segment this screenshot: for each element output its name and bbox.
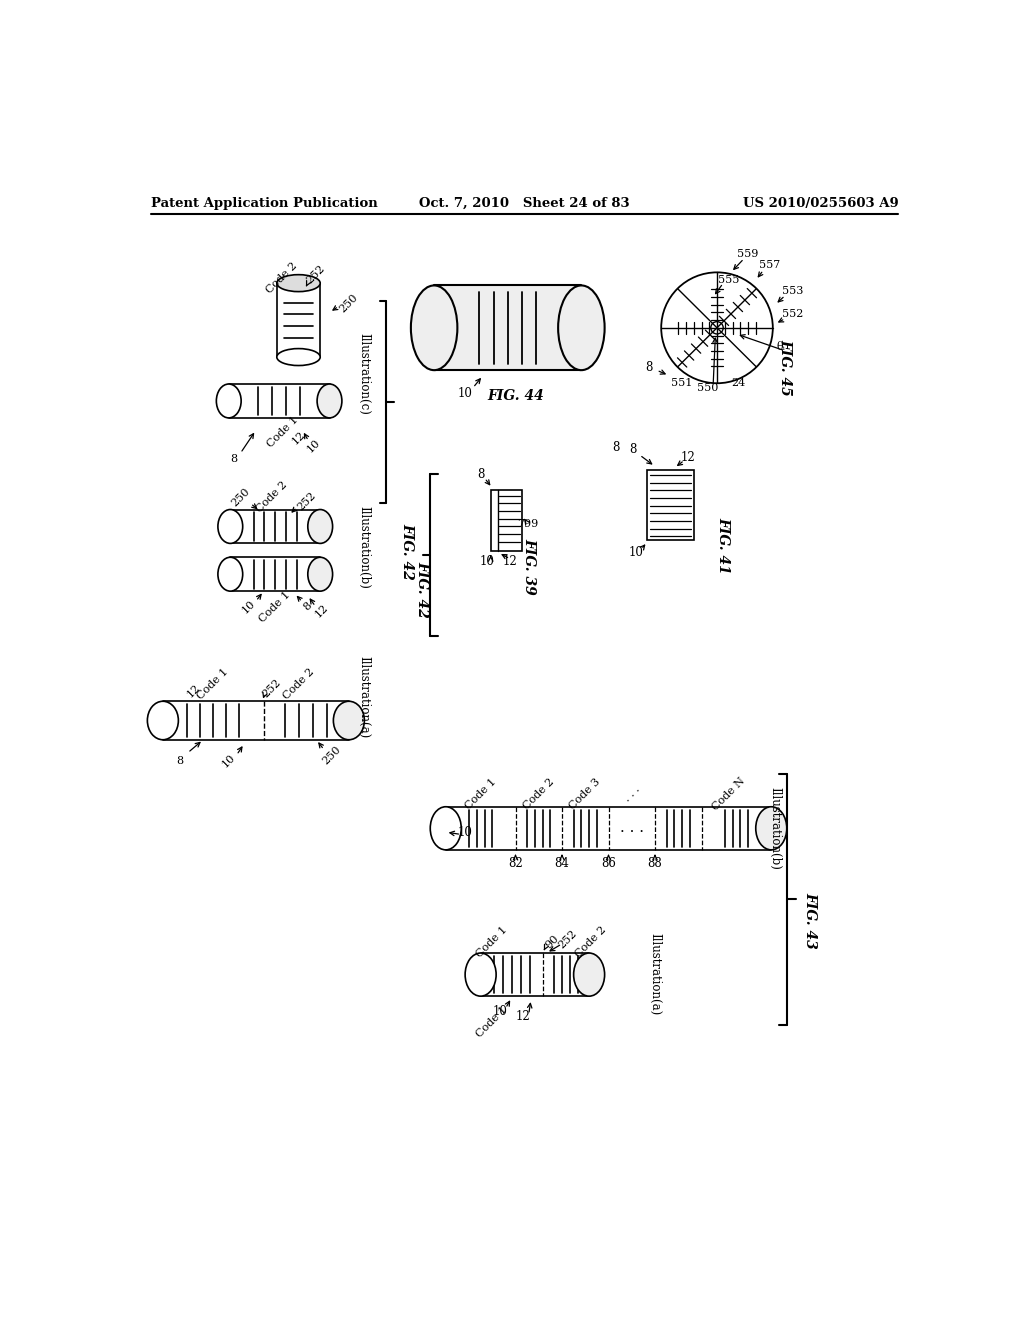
Text: Illustration(a): Illustration(a) xyxy=(648,933,662,1015)
Text: 84: 84 xyxy=(555,857,569,870)
Text: 250: 250 xyxy=(321,744,343,766)
Text: 12: 12 xyxy=(313,603,331,619)
Bar xyxy=(228,384,330,418)
Text: 10: 10 xyxy=(240,598,257,615)
Text: FIG. 45: FIG. 45 xyxy=(778,339,793,396)
Text: Code 3: Code 3 xyxy=(568,776,603,810)
Ellipse shape xyxy=(317,384,342,418)
Text: US 2010/0255603 A9: US 2010/0255603 A9 xyxy=(742,197,898,210)
Text: 82: 82 xyxy=(508,857,523,870)
Text: Illustration(c): Illustration(c) xyxy=(357,333,371,414)
Bar xyxy=(647,470,693,540)
Text: 12: 12 xyxy=(185,682,203,700)
Text: 10: 10 xyxy=(458,825,472,838)
Ellipse shape xyxy=(147,701,178,739)
Text: 10: 10 xyxy=(220,752,238,770)
Text: 550: 550 xyxy=(697,383,719,393)
Text: Code 1: Code 1 xyxy=(265,414,300,449)
Text: 555: 555 xyxy=(718,275,739,285)
Ellipse shape xyxy=(218,557,243,591)
Ellipse shape xyxy=(558,285,604,370)
Text: 10: 10 xyxy=(628,546,643,560)
Text: Code 1: Code 1 xyxy=(475,1005,510,1040)
Text: . . .: . . . xyxy=(620,821,644,836)
Text: 24: 24 xyxy=(731,379,745,388)
Text: Code 1: Code 1 xyxy=(196,667,230,701)
Ellipse shape xyxy=(334,701,365,739)
Text: . . .: . . . xyxy=(622,784,641,804)
Text: Code 2: Code 2 xyxy=(281,667,316,701)
Text: 8: 8 xyxy=(478,467,485,480)
Text: Illustration(b): Illustration(b) xyxy=(357,506,371,589)
Text: 8: 8 xyxy=(230,454,238,463)
Text: 252: 252 xyxy=(295,491,317,513)
Text: 252: 252 xyxy=(260,677,283,700)
Ellipse shape xyxy=(308,557,333,591)
Text: 12: 12 xyxy=(516,1010,530,1023)
Text: 551: 551 xyxy=(672,379,693,388)
Text: 250: 250 xyxy=(229,486,252,508)
Text: FIG. 43: FIG. 43 xyxy=(803,892,817,949)
Text: 557: 557 xyxy=(759,260,780,269)
Text: 552: 552 xyxy=(782,309,804,319)
Bar xyxy=(445,807,771,850)
Text: Code 2: Code 2 xyxy=(521,776,556,810)
Text: Code 2: Code 2 xyxy=(254,479,289,515)
Text: θᵢ: θᵢ xyxy=(776,342,785,352)
Text: 8: 8 xyxy=(176,755,183,766)
Text: 252: 252 xyxy=(304,263,327,285)
Text: Code 1: Code 1 xyxy=(475,925,510,960)
Text: 8: 8 xyxy=(302,601,313,612)
Ellipse shape xyxy=(218,510,243,544)
Ellipse shape xyxy=(276,348,321,366)
Text: 10: 10 xyxy=(493,1005,508,1018)
Text: Illustration(a): Illustration(a) xyxy=(357,656,371,738)
Bar xyxy=(490,490,521,552)
Ellipse shape xyxy=(756,807,786,850)
Bar xyxy=(230,510,321,544)
Text: Code 1: Code 1 xyxy=(463,776,498,810)
Text: Code 1: Code 1 xyxy=(258,589,293,624)
Text: Oct. 7, 2010   Sheet 24 of 83: Oct. 7, 2010 Sheet 24 of 83 xyxy=(420,197,630,210)
Text: 12: 12 xyxy=(503,556,517,569)
Text: Code 2: Code 2 xyxy=(264,260,299,296)
Text: 10: 10 xyxy=(479,556,495,569)
Text: FIG. 39: FIG. 39 xyxy=(522,539,537,595)
Ellipse shape xyxy=(308,510,333,544)
Text: 799: 799 xyxy=(517,519,539,529)
Bar xyxy=(230,557,321,591)
Text: Code N: Code N xyxy=(711,775,746,812)
Bar xyxy=(163,701,349,739)
Text: 250: 250 xyxy=(338,292,360,314)
Text: 8: 8 xyxy=(645,362,652,375)
Bar xyxy=(480,953,589,997)
Ellipse shape xyxy=(465,953,496,997)
Bar xyxy=(434,285,582,370)
Text: 88: 88 xyxy=(647,857,663,870)
Ellipse shape xyxy=(573,953,604,997)
Ellipse shape xyxy=(411,285,458,370)
Text: Patent Application Publication: Patent Application Publication xyxy=(152,197,378,210)
Text: 8: 8 xyxy=(630,444,637,455)
Text: Code 2: Code 2 xyxy=(573,925,608,960)
Text: 553: 553 xyxy=(782,286,804,296)
Text: 90: 90 xyxy=(544,933,560,950)
Text: 559: 559 xyxy=(737,249,759,259)
Ellipse shape xyxy=(276,275,321,292)
Text: 12: 12 xyxy=(290,429,307,446)
Text: FIG. 41: FIG. 41 xyxy=(716,516,730,573)
Text: FIG. 42: FIG. 42 xyxy=(400,523,414,579)
Text: 12: 12 xyxy=(680,450,695,463)
Text: 10: 10 xyxy=(305,437,323,454)
Text: 8: 8 xyxy=(612,441,620,454)
Text: Illustration(b): Illustration(b) xyxy=(769,787,781,870)
Text: 86: 86 xyxy=(601,857,616,870)
Text: FIG. 42: FIG. 42 xyxy=(416,561,429,618)
Text: FIG. 44: FIG. 44 xyxy=(487,388,544,403)
Ellipse shape xyxy=(430,807,461,850)
Text: 10: 10 xyxy=(458,387,472,400)
Text: 252: 252 xyxy=(556,928,579,950)
Ellipse shape xyxy=(216,384,241,418)
Bar xyxy=(276,284,321,358)
